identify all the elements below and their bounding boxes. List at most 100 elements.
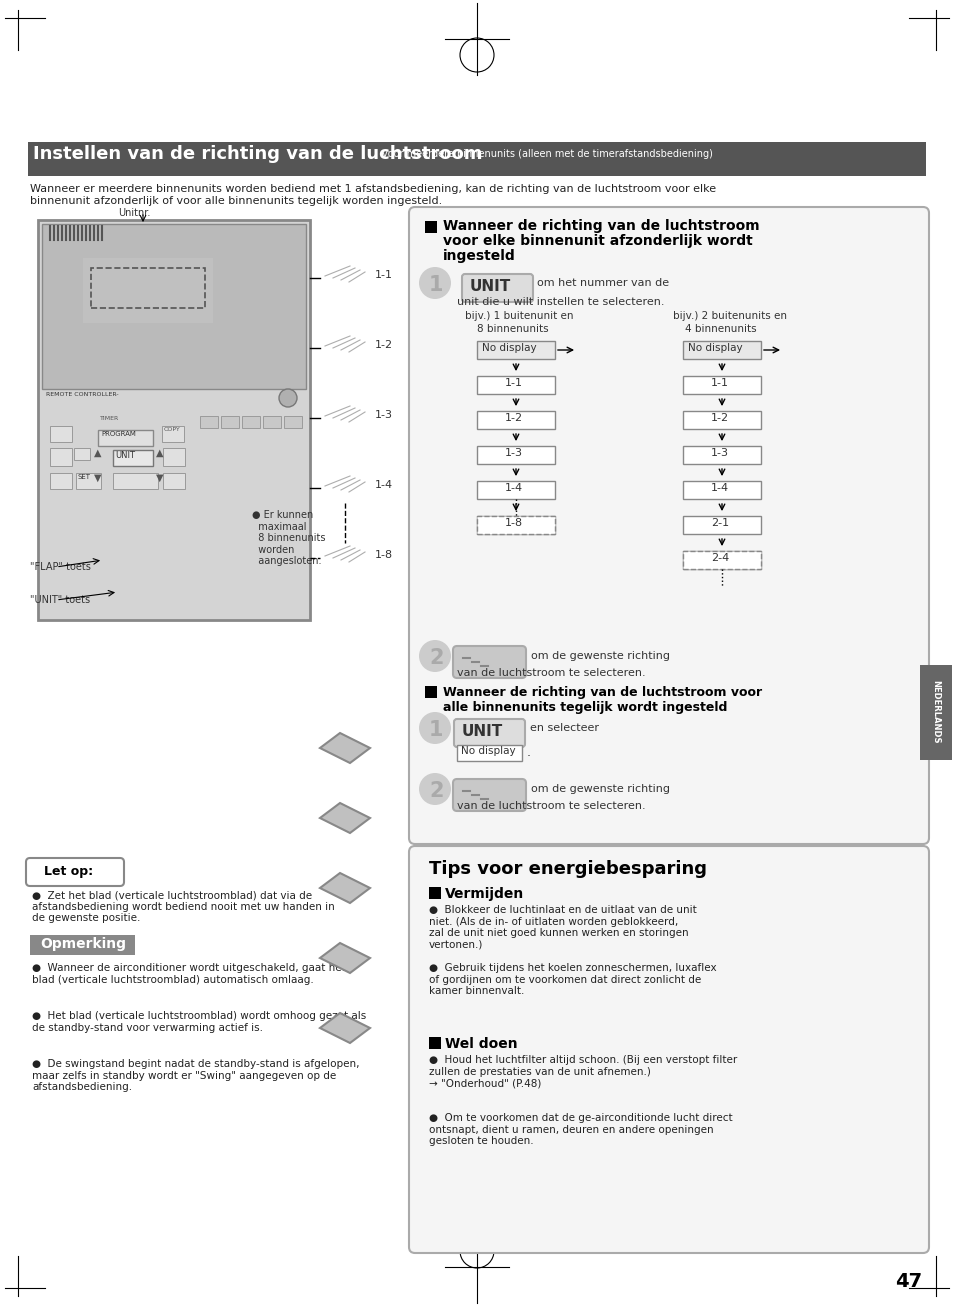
Bar	[682, 551, 760, 569]
Bar	[424, 221, 436, 232]
Text: Unitnr.: Unitnr.	[118, 208, 151, 218]
Text: ingesteld: ingesteld	[442, 249, 516, 263]
Text: alle binnenunits tegelijk wordt ingesteld: alle binnenunits tegelijk wordt ingestel…	[442, 701, 726, 714]
Text: ● Er kunnen
  maximaal
  8 binnenunits
  worden
  aangesloten.: ● Er kunnen maximaal 8 binnenunits worde…	[252, 511, 325, 567]
Polygon shape	[319, 803, 370, 833]
Text: No display: No display	[481, 343, 536, 353]
FancyBboxPatch shape	[453, 778, 525, 811]
Text: 1-2: 1-2	[375, 340, 393, 350]
Text: Tips voor energiebesparing: Tips voor energiebesparing	[429, 859, 706, 878]
Text: COPY: COPY	[164, 427, 180, 432]
Bar	[83, 259, 213, 323]
Text: en selecteer: en selecteer	[530, 724, 598, 733]
Text: UNIT: UNIT	[461, 724, 503, 739]
Bar	[682, 341, 760, 359]
Text: bijv.) 1 buitenunit en: bijv.) 1 buitenunit en	[464, 311, 573, 321]
Text: 1: 1	[429, 720, 443, 741]
Bar	[476, 516, 555, 534]
Text: 8 binnenunits: 8 binnenunits	[476, 324, 548, 334]
Bar	[682, 516, 760, 534]
Text: 47: 47	[894, 1272, 922, 1292]
Text: ▼: ▼	[156, 473, 163, 483]
Bar	[112, 473, 158, 488]
Text: 1-4: 1-4	[504, 483, 522, 492]
Text: PROGRAM: PROGRAM	[101, 431, 135, 438]
Text: .: .	[526, 746, 531, 759]
Text: 2-1: 2-1	[710, 518, 728, 528]
Bar	[221, 417, 239, 428]
Bar	[424, 686, 436, 697]
Text: 1-8: 1-8	[375, 550, 393, 560]
Bar	[91, 268, 205, 308]
Text: 1-1: 1-1	[504, 377, 522, 388]
Text: Wanneer er meerdere binnenunits worden bediend met 1 afstandsbediening, kan de r: Wanneer er meerdere binnenunits worden b…	[30, 184, 716, 205]
Text: ●  Om te voorkomen dat de ge-airconditionde lucht direct
ontsnapt, dient u ramen: ● Om te voorkomen dat de ge-aircondition…	[429, 1113, 732, 1147]
Text: 1-3: 1-3	[710, 448, 728, 458]
Text: Wanneer de richting van de luchtstroom: Wanneer de richting van de luchtstroom	[442, 219, 759, 232]
Text: voor elke binnenunit afzonderlijk wordt: voor elke binnenunit afzonderlijk wordt	[442, 234, 752, 248]
Bar	[263, 417, 281, 428]
Bar	[476, 447, 555, 464]
Text: van de luchtstroom te selecteren.: van de luchtstroom te selecteren.	[456, 801, 645, 811]
Text: 2: 2	[429, 781, 443, 801]
Bar	[476, 411, 555, 428]
Bar	[74, 448, 90, 460]
Polygon shape	[319, 872, 370, 902]
Text: Wanneer de richting van de luchtstroom voor: Wanneer de richting van de luchtstroom v…	[442, 686, 761, 699]
Text: ●  Zet het blad (verticale luchtstroomblad) dat via de
afstandsbediening wordt b: ● Zet het blad (verticale luchtstroombla…	[32, 889, 335, 923]
Circle shape	[418, 773, 451, 804]
Circle shape	[418, 266, 451, 299]
Text: 1: 1	[429, 276, 443, 295]
Bar	[38, 219, 310, 620]
Text: Opmerking: Opmerking	[40, 936, 126, 951]
Bar	[162, 426, 184, 441]
Text: No display: No display	[460, 746, 515, 756]
Text: ●  Blokkeer de luchtinlaat en de uitlaat van de unit
niet. (Als de in- of uitlat: ● Blokkeer de luchtinlaat en de uitlaat …	[429, 905, 696, 949]
FancyBboxPatch shape	[26, 858, 124, 885]
Text: 1-4: 1-4	[375, 481, 393, 490]
Bar	[50, 426, 71, 441]
Text: SET: SET	[78, 474, 91, 481]
Text: UNIT: UNIT	[470, 279, 511, 294]
Bar	[112, 451, 152, 466]
Text: van de luchtstroom te selecteren.: van de luchtstroom te selecteren.	[456, 667, 645, 678]
Bar	[682, 481, 760, 499]
Text: 1-1: 1-1	[710, 377, 728, 388]
Text: NEDERLANDS: NEDERLANDS	[930, 680, 940, 743]
Text: Let op:: Let op:	[44, 865, 93, 878]
Text: ●  De swingstand begint nadat de standby-stand is afgelopen,
maar zelfs in stand: ● De swingstand begint nadat de standby-…	[32, 1059, 359, 1092]
Text: 1-4: 1-4	[710, 483, 728, 492]
Bar	[242, 417, 260, 428]
Text: ●  Wanneer de airconditioner wordt uitgeschakeld, gaat het
blad (verticale lucht: ● Wanneer de airconditioner wordt uitges…	[32, 963, 345, 985]
Text: 1-8: 1-8	[504, 518, 522, 528]
Text: 1-3: 1-3	[375, 410, 393, 421]
Bar	[76, 473, 101, 488]
Text: ●  Het blad (verticale luchtstroomblad) wordt omhoog gezet als
de standby-stand : ● Het blad (verticale luchtstroomblad) w…	[32, 1011, 366, 1033]
Text: 4 binnenunits: 4 binnenunits	[684, 324, 756, 334]
Circle shape	[418, 712, 451, 744]
Bar	[919, 665, 951, 760]
Text: UNIT: UNIT	[115, 451, 135, 460]
Bar	[476, 516, 555, 534]
Bar	[429, 1037, 440, 1049]
Text: 1-2: 1-2	[710, 413, 728, 423]
Bar	[50, 448, 71, 466]
Bar	[682, 376, 760, 394]
Text: ▼: ▼	[94, 473, 101, 483]
Bar	[429, 887, 440, 899]
Bar	[98, 430, 152, 447]
Bar	[200, 417, 218, 428]
Bar	[28, 142, 925, 176]
Bar	[682, 551, 760, 569]
Bar	[476, 376, 555, 394]
Bar	[42, 225, 306, 389]
Polygon shape	[319, 1013, 370, 1043]
Bar	[30, 935, 135, 955]
Text: ●  Houd het luchtfilter altijd schoon. (Bij een verstopt filter
zullen de presta: ● Houd het luchtfilter altijd schoon. (B…	[429, 1055, 737, 1088]
Bar	[682, 447, 760, 464]
Bar	[163, 473, 185, 488]
Text: om de gewenste richting: om de gewenste richting	[531, 784, 669, 794]
Circle shape	[418, 640, 451, 673]
Text: No display: No display	[687, 343, 741, 353]
Bar	[682, 411, 760, 428]
